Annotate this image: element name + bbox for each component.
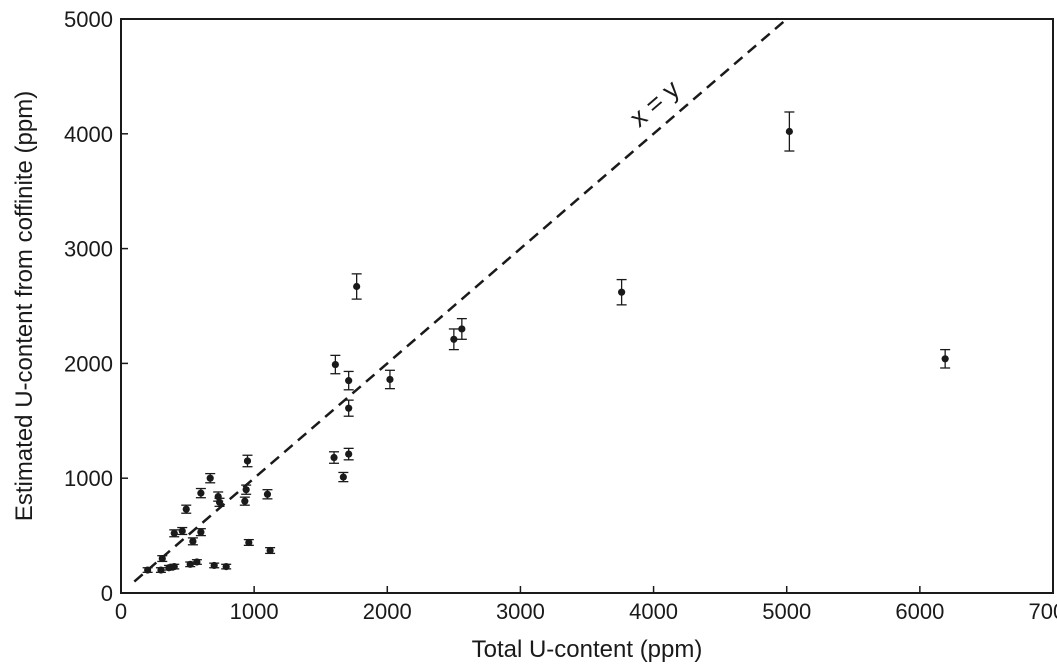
data-point — [343, 447, 354, 461]
data-point — [448, 328, 459, 351]
data-marker — [189, 537, 197, 545]
data-marker — [618, 288, 626, 296]
reference-line-label: x = y — [623, 74, 685, 133]
data-marker — [458, 325, 466, 333]
data-marker — [210, 561, 218, 570]
data-point — [243, 538, 254, 547]
data-marker — [170, 529, 178, 537]
data-point — [242, 454, 253, 468]
data-point — [239, 496, 250, 506]
data-point — [329, 451, 340, 464]
data-marker — [206, 474, 214, 482]
y-tick-label: 0 — [101, 581, 113, 606]
data-marker — [330, 453, 338, 462]
data-marker — [345, 404, 353, 412]
data-marker — [941, 355, 949, 363]
x-tick-label: 1000 — [230, 599, 279, 624]
data-point — [155, 566, 166, 574]
data-point — [187, 537, 198, 546]
data-point — [169, 529, 180, 538]
x-tick-label: 6000 — [895, 599, 944, 624]
data-point — [940, 348, 951, 369]
x-axis-title: Total U-content (ppm) — [472, 636, 703, 663]
data-marker — [345, 450, 353, 458]
data-marker — [158, 554, 166, 563]
data-point — [343, 399, 354, 417]
data-point — [195, 487, 206, 499]
data-marker — [215, 498, 224, 506]
data-marker — [170, 562, 178, 571]
x-tick-label: 5000 — [762, 599, 811, 624]
data-point — [169, 562, 180, 571]
data-point — [241, 484, 252, 495]
data-marker — [386, 375, 394, 384]
data-point — [181, 504, 192, 514]
y-axis-title: Estimated U-content from coffinite (ppm) — [11, 91, 38, 521]
x-tick-label: 4000 — [629, 599, 678, 624]
data-point — [177, 526, 188, 536]
data-marker — [339, 473, 347, 481]
data-point — [338, 471, 349, 483]
x-tick-label: 7000 — [1029, 599, 1057, 624]
data-point — [195, 528, 206, 537]
data-marker — [243, 457, 252, 465]
data-point — [351, 273, 362, 300]
reference-line-x-equals-y — [133, 18, 788, 583]
data-point — [784, 111, 795, 152]
data-marker — [353, 282, 361, 291]
data-point — [191, 558, 202, 566]
data-point — [262, 489, 273, 500]
data-marker — [241, 497, 249, 505]
data-marker — [178, 527, 186, 535]
data-marker — [245, 538, 253, 547]
data-marker — [197, 489, 205, 497]
data-point — [221, 562, 232, 571]
data-point — [142, 566, 153, 574]
data-point — [384, 369, 395, 390]
data-marker — [193, 558, 201, 566]
data-marker — [222, 562, 230, 571]
data-point — [205, 472, 216, 484]
data-marker — [450, 335, 458, 343]
data-marker — [266, 546, 274, 555]
data-point — [214, 497, 225, 507]
data-point — [209, 561, 220, 570]
x-tick-label: 3000 — [496, 599, 545, 624]
data-marker — [157, 566, 165, 574]
y-tick-label: 2000 — [64, 351, 113, 376]
x-tick-label: 2000 — [363, 599, 412, 624]
data-marker — [197, 528, 205, 536]
y-tick-label: 1000 — [64, 466, 113, 491]
data-marker — [186, 560, 194, 568]
data-marker — [242, 486, 250, 494]
data-marker — [331, 360, 339, 369]
data-point — [330, 354, 341, 375]
data-point — [616, 278, 627, 306]
data-marker — [263, 490, 272, 498]
data-point — [265, 546, 276, 555]
data-marker — [144, 566, 152, 574]
data-point — [456, 317, 467, 340]
plot-frame — [120, 18, 1054, 594]
data-marker — [785, 127, 793, 136]
x-tick-label: 0 — [115, 599, 127, 624]
y-tick-label: 4000 — [64, 122, 113, 147]
y-tick-label: 5000 — [64, 7, 113, 32]
data-marker — [182, 505, 190, 513]
data-point — [157, 554, 168, 563]
y-tick-label: 3000 — [64, 237, 113, 262]
data-marker — [345, 377, 353, 385]
data-point — [343, 370, 354, 391]
